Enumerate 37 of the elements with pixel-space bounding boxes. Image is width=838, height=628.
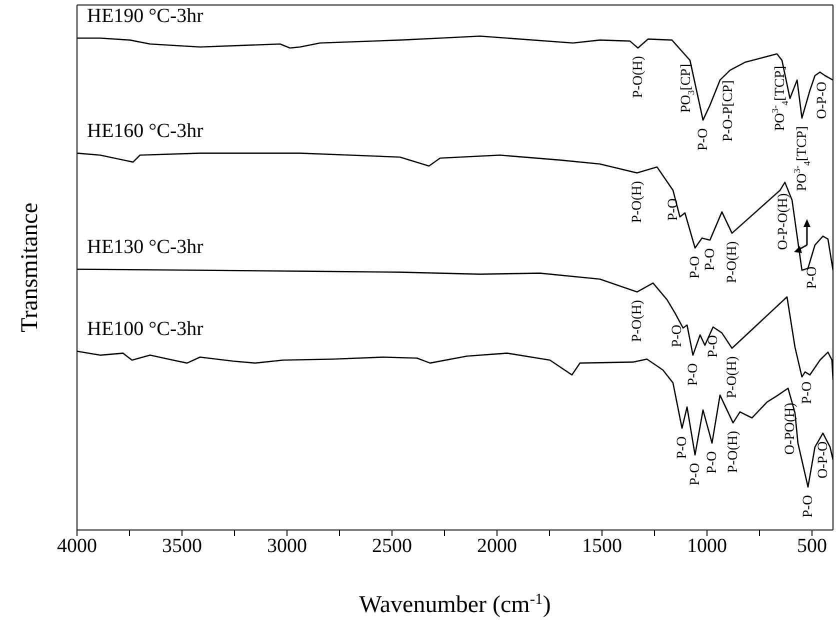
annotation: P-O bbox=[706, 335, 721, 358]
annotation: P-O(H) bbox=[724, 240, 740, 284]
annotation: O-PO(H) bbox=[782, 402, 798, 455]
annotation: P-O bbox=[685, 363, 700, 386]
annotation: O-P-O(H) bbox=[776, 192, 791, 250]
x-tick-label: 1500 bbox=[582, 535, 622, 558]
annotation: P-O bbox=[669, 324, 684, 348]
annotation: P-O bbox=[800, 495, 816, 518]
annotation: P-O bbox=[804, 266, 820, 289]
annotation: P-O bbox=[704, 451, 720, 474]
annotation: P-O bbox=[688, 462, 703, 486]
annotation: P-O bbox=[696, 128, 711, 151]
x-axis-title: Wavenumber (cm$^{-1}$) bbox=[359, 590, 551, 618]
annotation: O-P-O bbox=[814, 82, 830, 119]
annotation: P-O(H) bbox=[630, 300, 645, 342]
annotation: O-P-O bbox=[815, 441, 830, 479]
series-label: HE100 °C-3hr bbox=[87, 318, 204, 340]
annotation: P-O bbox=[688, 256, 703, 279]
x-tick-label: 2000 bbox=[477, 535, 517, 558]
x-tick-label: 500 bbox=[797, 535, 827, 558]
x-tick-label: 3000 bbox=[267, 535, 307, 558]
annotation: P-O bbox=[799, 381, 814, 404]
annotation: P-O(H) bbox=[726, 430, 741, 473]
annotation: P-O(H) bbox=[630, 56, 646, 98]
annotation: P-O(H) bbox=[724, 356, 740, 398]
x-tick-label: 3500 bbox=[162, 535, 202, 558]
annotation: P-O-P[CP] bbox=[720, 80, 736, 142]
annotation: P-O bbox=[702, 248, 718, 271]
x-tick-label: 4000 bbox=[57, 535, 97, 558]
annotation: P-O bbox=[674, 436, 690, 459]
x-tick-label: 1000 bbox=[687, 535, 727, 558]
series-label: HE160 °C-3hr bbox=[87, 120, 204, 142]
series-label: HE190 °C-3hr bbox=[87, 5, 204, 28]
annotation: P-O(H) bbox=[630, 180, 645, 223]
x-tick-label: 2500 bbox=[372, 535, 412, 558]
y-axis-title: Transmitance bbox=[17, 202, 43, 332]
series-label: HE130 °C-3hr bbox=[87, 236, 204, 258]
